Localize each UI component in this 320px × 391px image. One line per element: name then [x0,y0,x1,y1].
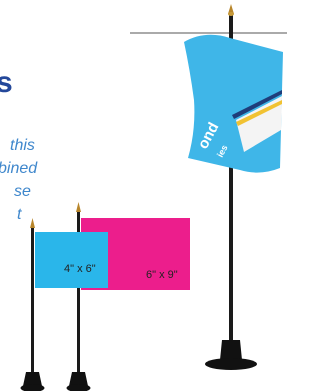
flag-label: 4" x 6" [64,263,96,275]
flag-4x6: 4" x 6" [21,218,109,391]
large-flag: ond ies [184,4,283,370]
text-line: bined [0,160,38,177]
page: s this bined se t ond ies 6" x 9" 4" x 6… [0,0,287,391]
text-line: this [10,137,35,154]
flag-6x9: 6" x 9" [67,202,191,391]
text-line: t [17,206,22,223]
flag-label: 6" x 9" [146,269,178,281]
heading: s [0,66,13,99]
text-line: se [14,183,31,200]
